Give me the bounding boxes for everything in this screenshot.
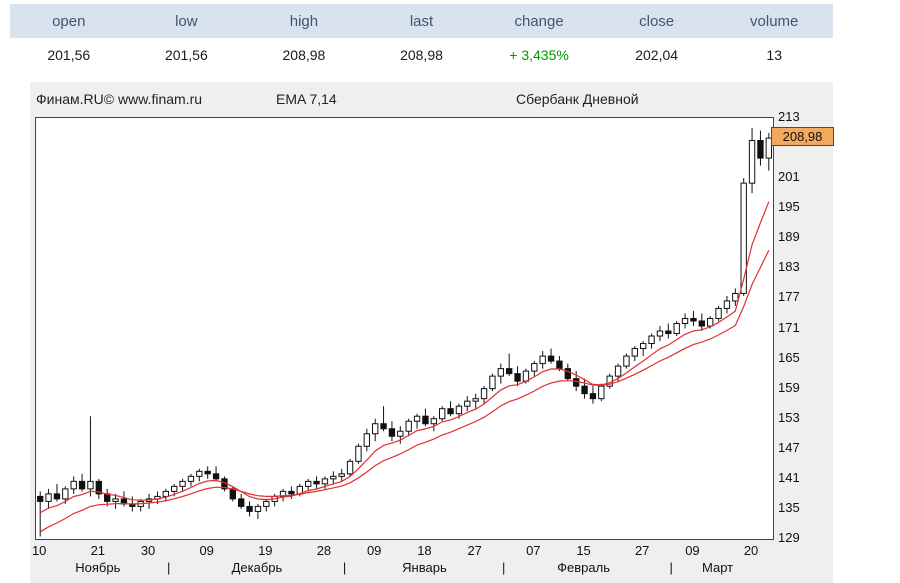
x-axis-date-09: 09 (366, 543, 382, 558)
x-axis-date-20: 20 (743, 543, 759, 558)
quote-table-header-row: open low high last change close volume (10, 4, 833, 38)
y-axis-tick-195: 195 (778, 199, 800, 215)
x-axis-date-10: 10 (31, 543, 47, 558)
quote-value-close: 202,04 (597, 38, 716, 72)
quote-value-volume: 13 (715, 38, 833, 72)
ema-label: EMA 7,14 (276, 91, 337, 107)
quote-value-high: 208,98 (245, 38, 363, 72)
y-axis-tick-177: 177 (778, 289, 800, 305)
x-axis-date-18: 18 (417, 543, 432, 558)
quote-header-volume: volume (715, 4, 833, 38)
quote-value-last: 208,98 (362, 38, 481, 72)
x-axis-date-21: 21 (90, 543, 106, 558)
x-axis-date-27: 27 (467, 543, 482, 558)
x-axis-month-Март: Март (702, 560, 734, 575)
x-axis-date-28: 28 (316, 543, 332, 558)
y-axis-tick-141: 141 (778, 469, 800, 485)
y-axis-tick-147: 147 (778, 439, 800, 455)
x-axis-date-27: 27 (634, 543, 650, 558)
x-axis-date-15: 15 (576, 543, 591, 558)
x-axis-month-Февраль: Февраль (557, 560, 610, 575)
y-axis-tick-135: 135 (778, 499, 800, 515)
x-axis-date-30: 30 (140, 543, 156, 558)
chart-title: Сбербанк Дневной (516, 91, 639, 107)
y-axis-tick-153: 153 (778, 409, 800, 425)
plot-area (35, 117, 774, 540)
x-axis-month-Январь: Январь (402, 560, 447, 575)
month-separator: | (167, 560, 171, 575)
y-axis-tick-129: 129 (778, 530, 800, 545)
x-axis-month-Ноябрь: Ноябрь (75, 560, 121, 575)
chart-panel: Финам.RU© www.finam.ru EMA 7,14 Сбербанк… (30, 82, 834, 583)
x-axis-date-07: 07 (526, 543, 541, 558)
x-axis-date-09: 09 (685, 543, 700, 558)
month-separator: | (669, 560, 673, 575)
quote-header-open: open (10, 4, 128, 38)
quote-header-close: close (597, 4, 716, 38)
quote-header-low: low (127, 4, 246, 38)
x-axis-date-19: 19 (258, 543, 273, 558)
quote-table: open low high last change close volume 201,56 2… (10, 4, 833, 72)
quote-value-low: 201,56 (127, 38, 246, 72)
quote-value-change: + 3,435% (480, 38, 598, 72)
y-axis-tick-159: 159 (778, 379, 800, 395)
x-axis-month-Декабрь: Декабрь (231, 560, 283, 575)
y-axis-tick-165: 165 (778, 349, 800, 365)
x-axis-date-09: 09 (199, 543, 214, 558)
finam-branding: Финам.RU© (36, 91, 115, 107)
quote-value-open: 201,56 (10, 38, 128, 72)
quote-header-change: change (480, 4, 598, 38)
y-axis-tick-201: 201 (778, 169, 800, 185)
y-axis-tick-183: 183 (778, 259, 800, 275)
finam-url: www.finam.ru (118, 91, 203, 107)
last-price-box: 208,98 (771, 127, 834, 147)
quote-header-last: last (362, 4, 481, 38)
last-price-label: 208,98 (782, 129, 823, 145)
candlestick-chart (37, 128, 772, 537)
y-axis-tick-213: 213 (778, 109, 800, 124)
quote-table-values-row: 201,56 201,56 208,98 208,98 + 3,435% 202,04 13 (10, 38, 833, 72)
y-axis-tick-171: 171 (778, 319, 800, 335)
month-separator: | (502, 560, 506, 575)
month-separator: | (342, 560, 347, 575)
quote-header-high: high (245, 4, 363, 38)
y-axis-tick-189: 189 (778, 229, 800, 245)
